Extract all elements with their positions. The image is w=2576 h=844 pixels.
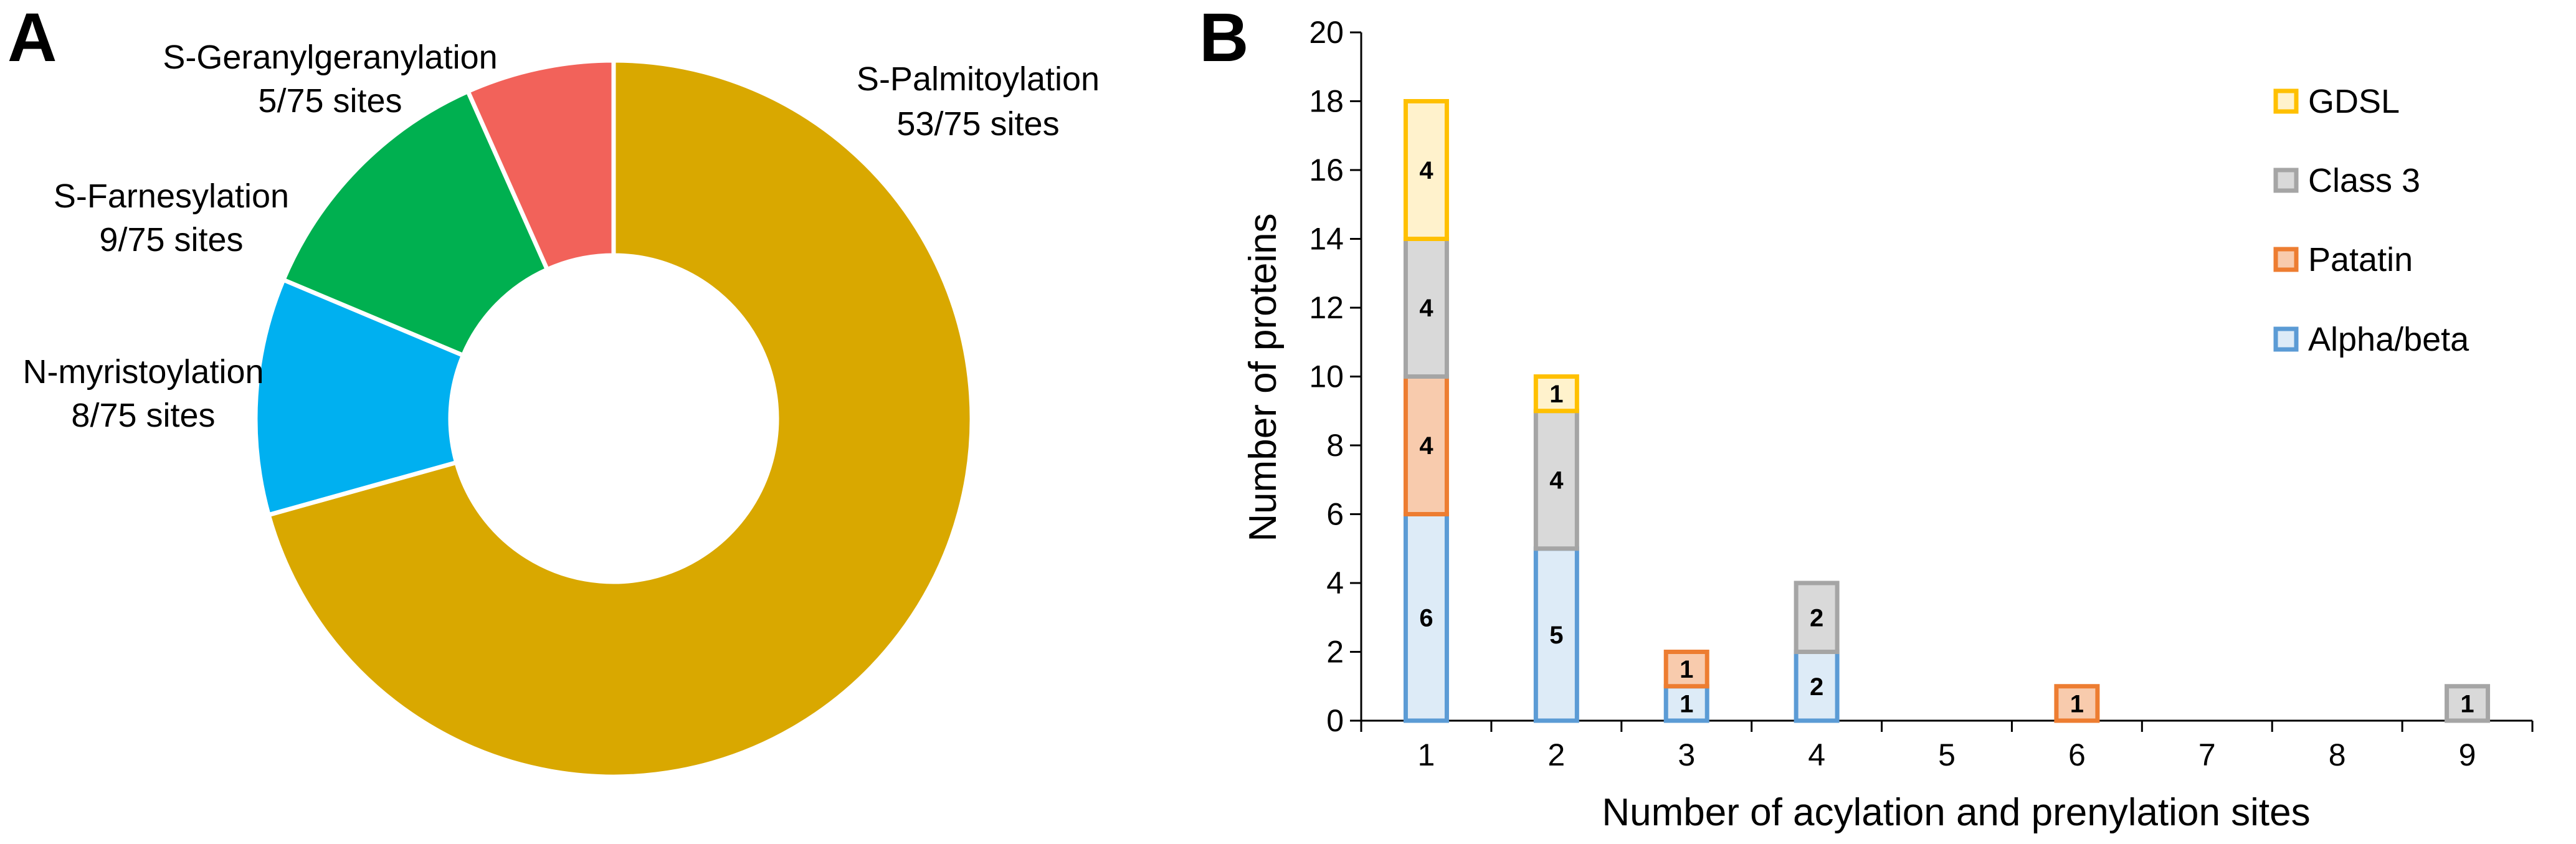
legend-swatch-class3 xyxy=(2273,168,2299,193)
donut-slice-farn xyxy=(280,88,551,359)
y-tick-label: 20 xyxy=(1309,15,1344,50)
pie-label-farnesylation-name: S-Farnesylation xyxy=(54,178,289,215)
y-tick-label: 16 xyxy=(1309,153,1344,187)
bar-segment-class-3-4 xyxy=(1794,581,1840,654)
y-tick-label: 18 xyxy=(1309,84,1344,119)
legend: GDSL Class 3 Patatin Alpha/beta xyxy=(2273,83,2469,358)
pie-label-myristoylation-sites: 8/75 sites xyxy=(71,397,215,434)
donut-slice-ger xyxy=(465,58,616,273)
y-tick-label: 0 xyxy=(1326,703,1344,738)
bar-value-label: 4 xyxy=(1549,467,1564,494)
pie-label-palmitoylation-name: S-Palmitoylation xyxy=(857,60,1100,98)
bar-segment-alpha-beta-1 xyxy=(1403,512,1449,723)
bar-value-label: 4 xyxy=(1419,432,1433,460)
bar-value-label: 4 xyxy=(1419,157,1433,184)
x-tick-label: 2 xyxy=(1547,737,1565,772)
y-tick-label: 12 xyxy=(1309,290,1344,325)
y-tick-label: 8 xyxy=(1326,428,1344,463)
bar-segment-patatin-3 xyxy=(1663,650,1709,689)
legend-label-patatin: Patatin xyxy=(2308,241,2413,278)
legend-label-gdsl: GDSL xyxy=(2308,83,2400,120)
donut-slice-myr xyxy=(253,277,467,518)
bar-value-label: 1 xyxy=(2460,690,2474,718)
y-axis-title: Number of proteins xyxy=(1242,213,1285,541)
bar-value-label: 1 xyxy=(1680,690,1693,718)
bar-chart-marks: 6 4 4 4 5 4 1 1 1 2 2 1 1 xyxy=(1403,99,2491,723)
pie-label-palmitoylation-sites: 53/75 sites xyxy=(896,105,1059,143)
bar-value-label: 2 xyxy=(1810,604,1823,632)
panel-b-letter: B xyxy=(1199,0,1248,76)
bar-segment-gdsl-1 xyxy=(1403,99,1449,241)
panel-a-letter: A xyxy=(7,0,57,76)
bar-value-label: 1 xyxy=(1549,381,1563,408)
y-tick-label: 6 xyxy=(1326,497,1344,532)
bar-segment-patatin-6 xyxy=(2054,684,2100,723)
x-tick-label: 1 xyxy=(1418,737,1435,772)
legend-swatch-patatin xyxy=(2273,247,2299,272)
bar-value-label: 5 xyxy=(1549,622,1563,649)
x-tick-label: 6 xyxy=(2068,737,2086,772)
bar-segment-gdsl-2 xyxy=(1533,374,1579,414)
legend-label-class3: Class 3 xyxy=(2308,162,2420,199)
pie-label-geranylgeranylation-name: S-Geranylgeranylation xyxy=(163,39,497,76)
y-tick-label: 4 xyxy=(1326,566,1344,600)
bar-value-label: 4 xyxy=(1419,295,1433,322)
bar-value-label: 1 xyxy=(1680,656,1693,683)
x-tick-label: 7 xyxy=(2198,737,2216,772)
bar-value-label: 2 xyxy=(1810,673,1823,701)
x-tick-label: 3 xyxy=(1678,737,1695,772)
pie-label-farnesylation-sites: 9/75 sites xyxy=(99,221,243,258)
bar-segment-alpha-beta-4 xyxy=(1794,650,1840,723)
x-tick-label: 5 xyxy=(1938,737,1956,772)
legend-swatch-gdsl xyxy=(2273,88,2299,114)
y-tick-label: 14 xyxy=(1309,222,1344,257)
legend-swatch-alpha-beta xyxy=(2273,326,2299,352)
legend-label-alpha-beta: Alpha/beta xyxy=(2308,321,2469,358)
bar-value-label: 6 xyxy=(1419,604,1433,632)
y-tick-label: 10 xyxy=(1309,359,1344,394)
bar-segment-class-3-9 xyxy=(2445,684,2491,723)
bar-segment-class-3-1 xyxy=(1403,237,1449,379)
x-tick-label: 4 xyxy=(1808,737,1825,772)
x-tick-label: 9 xyxy=(2459,737,2476,772)
x-tick-label: 8 xyxy=(2329,737,2346,772)
bar-value-label: 1 xyxy=(2070,690,2084,718)
y-tick-label: 2 xyxy=(1326,635,1344,670)
donut-slice-palm xyxy=(265,58,974,779)
donut-chart xyxy=(253,58,974,779)
pie-label-myristoylation-name: N-myristoylation xyxy=(22,353,264,391)
x-axis-title: Number of acylation and prenylation site… xyxy=(1602,791,2310,834)
pie-label-geranylgeranylation-sites: 5/75 sites xyxy=(258,82,402,120)
